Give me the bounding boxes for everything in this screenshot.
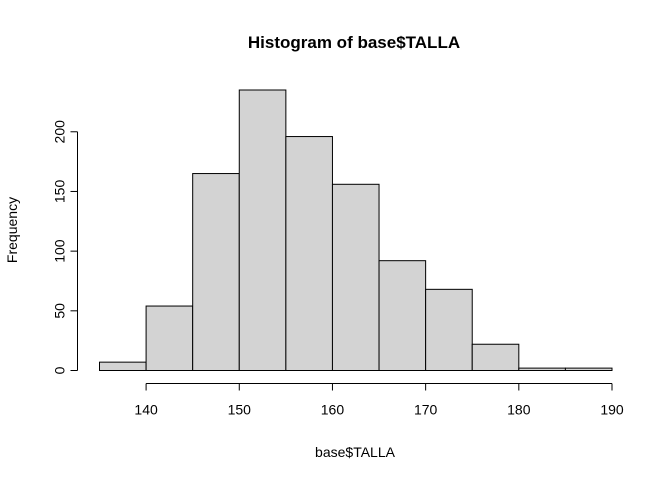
histogram-bar-2	[192, 173, 240, 371]
y-tick-label-4: 200	[52, 120, 68, 144]
y-tick-label-0: 0	[52, 366, 68, 374]
x-tick-label-4: 180	[507, 402, 531, 418]
histogram-bar-6	[378, 260, 427, 371]
histogram-bar-5	[331, 183, 380, 371]
y-tick-label-2: 100	[52, 239, 68, 263]
histogram-bar-0	[99, 361, 147, 372]
y-axis-label: Frequency	[4, 197, 20, 263]
histogram-bar-1	[145, 305, 194, 371]
histogram-bars	[99, 89, 613, 372]
x-tick-label-0: 140	[134, 402, 158, 418]
histogram-bar-9	[518, 367, 566, 371]
histogram-bar-8	[471, 343, 520, 371]
y-tick-label-1: 50	[52, 303, 68, 319]
x-axis: 140 150 160 170 180 190	[134, 383, 624, 418]
histogram-bar-4	[285, 136, 333, 371]
x-tick-label-2: 160	[321, 402, 345, 418]
y-axis: 0 50 100 150 200	[52, 120, 78, 374]
x-tick-label-3: 170	[414, 402, 438, 418]
x-axis-label: base$TALLA	[315, 444, 396, 460]
histogram-bar-3	[238, 89, 287, 371]
histogram-bar-7	[425, 288, 473, 371]
x-tick-label-5: 190	[600, 402, 624, 418]
histogram-bar-10	[564, 367, 613, 371]
chart-title: Histogram of base$TALLA	[248, 33, 460, 52]
y-tick-label-3: 150	[52, 180, 68, 204]
x-tick-label-1: 150	[228, 402, 252, 418]
